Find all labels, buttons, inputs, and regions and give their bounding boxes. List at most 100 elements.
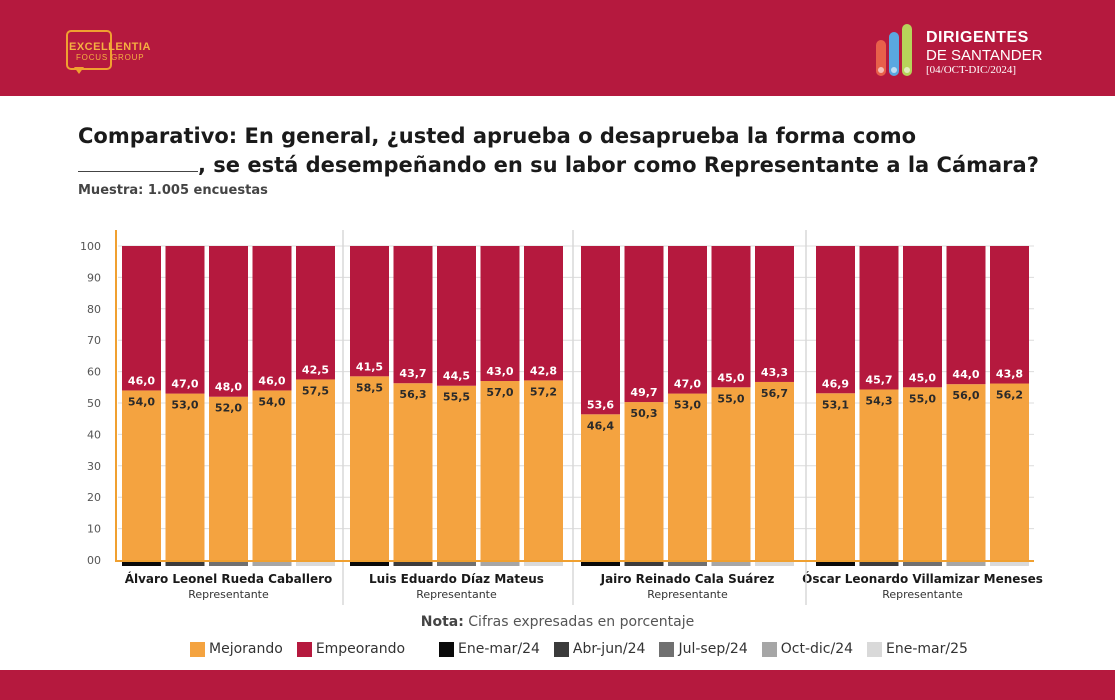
y-tick-label: 30	[87, 460, 101, 473]
legend-swatch	[867, 641, 883, 657]
bar-empeorando	[859, 246, 899, 390]
bar-mejorando	[165, 393, 205, 560]
bar-empeorando	[946, 246, 986, 385]
bar-mejorando	[480, 381, 520, 560]
data-label-mejorando: 56,0	[952, 389, 979, 402]
period-marker	[393, 560, 433, 566]
bar-mejorando	[990, 383, 1029, 560]
period-marker	[437, 560, 476, 566]
period-marker	[209, 560, 248, 566]
bar-mejorando	[755, 381, 794, 560]
bar-empeorando	[480, 246, 520, 382]
bar-mejorando	[624, 402, 664, 560]
bar-mejorando	[903, 387, 942, 560]
speech-bubble-icon	[66, 30, 112, 70]
group-role-label: Representante	[416, 588, 497, 601]
bar-empeorando	[624, 246, 664, 403]
data-label-mejorando: 54,3	[865, 394, 892, 407]
group-label: Luis Eduardo Díaz Mateus	[369, 572, 544, 586]
period-marker	[252, 560, 292, 566]
data-label-empeorando: 43,7	[399, 367, 426, 380]
bar-empeorando	[296, 246, 335, 380]
data-label-empeorando: 46,9	[822, 377, 849, 390]
legend-item-period-1: Ene-mar/24	[439, 641, 540, 657]
bar-empeorando	[209, 246, 248, 397]
thermometers-icon	[876, 24, 912, 76]
data-label-mejorando: 54,0	[258, 395, 285, 408]
y-tick-label: 40	[87, 428, 101, 441]
data-label-mejorando: 58,5	[356, 381, 383, 394]
period-marker	[816, 560, 855, 566]
bar-empeorando	[252, 246, 292, 391]
bar-mejorando	[209, 396, 248, 560]
period-marker	[755, 560, 794, 566]
bar-mejorando	[711, 387, 751, 560]
stacked-bar-chart: 00 10 20 30 40 50 60 70 80 90 100 54,0 46,0 53,0 47,0 5…	[80, 230, 1043, 605]
data-label-mejorando: 57,5	[302, 384, 329, 397]
chart-title: Comparativo: En general, ¿usted aprueba …	[78, 122, 1058, 180]
data-label-mejorando: 54,0	[128, 395, 155, 408]
legend-swatch	[190, 641, 205, 657]
group-label: Óscar Leonardo Villamizar Meneses	[802, 571, 1043, 586]
y-tick-label: 70	[87, 334, 101, 347]
bar-mejorando	[252, 390, 292, 560]
bar-empeorando	[122, 246, 161, 391]
data-label-mejorando: 52,0	[215, 402, 242, 415]
logo-date: [04/OCT-DIC/2024]	[926, 64, 1017, 76]
period-marker	[480, 560, 520, 566]
legend-label: Ene-mar/25	[886, 641, 968, 657]
group-role-label: Representante	[188, 588, 269, 601]
period-marker	[624, 560, 664, 566]
data-label-empeorando: 47,0	[171, 378, 198, 391]
bar-mejorando	[859, 389, 899, 560]
legend-item-period-3: Jul-sep/24	[659, 641, 748, 657]
title-blank	[78, 151, 198, 172]
data-label-mejorando: 53,0	[171, 399, 198, 412]
data-label-mejorando: 57,2	[530, 385, 557, 398]
data-label-empeorando: 41,5	[356, 360, 383, 373]
bar-mejorando	[393, 383, 433, 560]
bar-mejorando	[524, 380, 563, 560]
data-label-empeorando: 45,7	[865, 373, 892, 386]
bar-empeorando	[711, 246, 751, 388]
y-tick-label: 20	[87, 491, 101, 504]
header-bar	[0, 0, 1115, 96]
bar-mejorando	[816, 393, 855, 560]
y-tick-label: 00	[87, 554, 101, 567]
data-label-mejorando: 53,1	[822, 398, 849, 411]
data-label-empeorando: 48,0	[215, 381, 242, 394]
data-label-empeorando: 47,0	[674, 378, 701, 391]
bar-mejorando	[437, 385, 476, 560]
data-label-mejorando: 50,3	[630, 407, 657, 420]
legend-swatch	[761, 641, 777, 657]
bar-mejorando	[581, 414, 620, 560]
group-role-label: Representante	[882, 588, 963, 601]
nota: Nota: Cifras expresadas en porcentaje	[0, 614, 1115, 630]
y-tick-label: 100	[80, 240, 101, 253]
bar-empeorando	[755, 246, 794, 382]
legend-label: Mejorando	[209, 641, 283, 657]
data-label-empeorando: 43,0	[486, 365, 513, 378]
data-label-mejorando: 53,0	[674, 399, 701, 412]
legend-swatch	[296, 641, 312, 657]
logo-subtitle: FOCUS GROUP	[76, 53, 145, 62]
bar-empeorando	[903, 246, 942, 388]
legend-swatch	[553, 641, 569, 657]
period-marker	[524, 560, 563, 566]
data-label-empeorando: 45,0	[909, 371, 936, 384]
legend-label: Oct-dic/24	[780, 641, 854, 657]
legend-item-period-2: Abr-jun/24	[553, 641, 645, 657]
period-marker	[122, 560, 161, 566]
bar-mejorando	[296, 379, 335, 560]
bar-empeorando	[581, 246, 620, 415]
legend-item-period-4: Oct-dic/24	[761, 641, 854, 657]
period-marker	[668, 560, 707, 566]
period-marker	[903, 560, 942, 566]
data-label-empeorando: 43,3	[761, 366, 788, 379]
sample-size: Muestra: 1.005 encuestas	[78, 183, 268, 198]
legend-swatch	[659, 641, 675, 657]
period-marker	[350, 560, 389, 566]
y-tick-label: 10	[87, 523, 101, 536]
period-marker	[946, 560, 986, 566]
logo-name: EXCELLENTIA	[69, 41, 151, 53]
